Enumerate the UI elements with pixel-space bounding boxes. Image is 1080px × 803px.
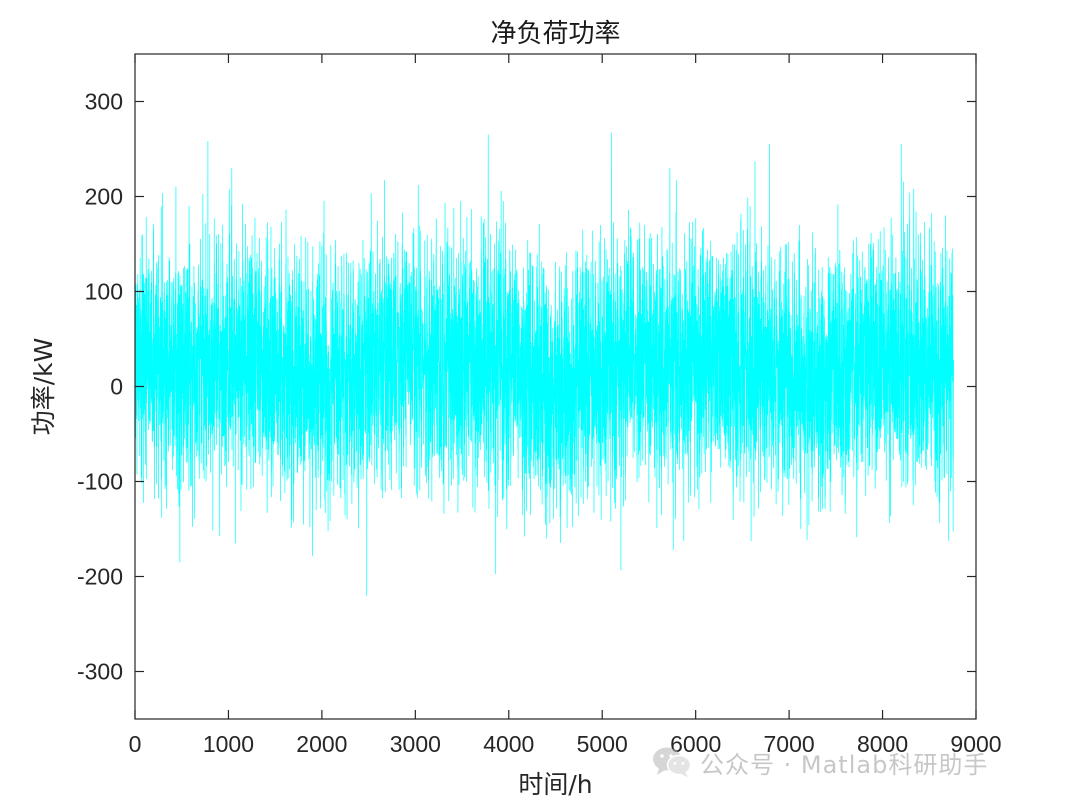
y-tick-label: -300 <box>77 659 123 685</box>
plot-area-frame <box>134 53 977 720</box>
y-tick-label: 0 <box>110 374 123 400</box>
label-layer: 0 1000 2000 3000 4000 5000 6000 7000 8000 9000-30… <box>77 89 1002 758</box>
wechat-icon <box>653 747 692 777</box>
y-axis-label: 功率/kW <box>29 338 58 436</box>
y-tick-label: -200 <box>77 564 123 590</box>
watermark-text: 公众号 · Matlab科研助手 <box>700 750 989 779</box>
x-tick-label: 3000 <box>390 731 441 757</box>
y-tick-label: -100 <box>77 469 123 495</box>
x-axis-label: 时间/h <box>518 770 592 799</box>
x-tick-label: 1000 <box>203 731 254 757</box>
chart-title: 净负荷功率 <box>490 19 620 49</box>
watermark: 公众号 · Matlab科研助手 <box>652 742 988 782</box>
y-tick-label: 300 <box>85 89 123 115</box>
x-tick-label: 7000 <box>764 731 815 757</box>
y-tick-label: 100 <box>85 279 123 305</box>
x-tick-label: 9000 <box>950 731 1001 757</box>
series-layer <box>134 132 954 596</box>
x-tick-label: 0 <box>129 731 142 757</box>
y-tick-label: 200 <box>85 184 123 210</box>
series-line-net-load <box>134 132 954 596</box>
x-tick-label: 5000 <box>577 731 628 757</box>
x-tick-label: 4000 <box>483 731 534 757</box>
x-tick-label: 8000 <box>857 731 908 757</box>
x-tick-label: 2000 <box>296 731 347 757</box>
